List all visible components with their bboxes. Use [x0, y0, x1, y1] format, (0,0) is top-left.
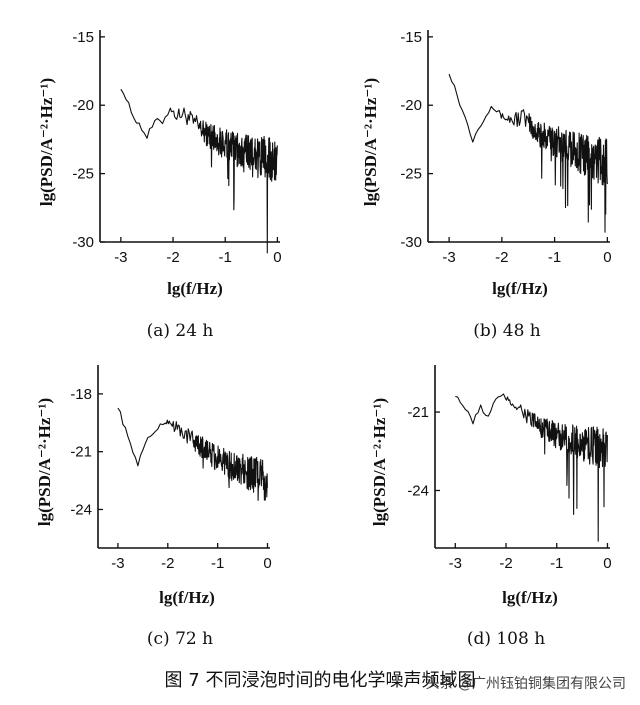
x-tick-label: 0 [273, 249, 281, 266]
psd-series-line [120, 88, 278, 254]
panel-b-ylabel: lg(PSD/A⁻²·Hz⁻¹) [361, 78, 380, 206]
panel-d: -21-24-3 -2 -1 0 lg(f/Hz) lg(PSD/A⁻²·Hz⁻¹) … [370, 365, 612, 649]
x-tick-label: 0 [603, 249, 611, 266]
x-tick-label: -3 [442, 249, 455, 266]
panel-c: -18 -21 -24 -3 -2 -1 0 lg(f/Hz) lg(PSD/A⁻²·Hz⁻… [35, 365, 272, 649]
psd-series-line [448, 73, 608, 233]
panel-b-ticks: -15 -20 -25 -30 -3 -2 -1 0 [400, 29, 611, 266]
y-tick-label: -21 [407, 404, 429, 421]
panel-a-series [120, 88, 278, 254]
x-tick-label: -2 [166, 249, 179, 266]
panel-c-ticks: -18 -21 -24 -3 -2 -1 0 [70, 386, 271, 572]
y-tick-label: -20 [72, 97, 94, 114]
panel-d-label: (d) 108 h [467, 629, 545, 649]
panel-a-ticks: -15 -20 -25 -30 -3 -2 -1 0 [72, 29, 281, 266]
x-tick-label: -3 [449, 555, 462, 572]
y-tick-label: -24 [70, 501, 92, 518]
y-tick-label: -15 [400, 29, 422, 46]
y-tick-label: -30 [400, 234, 422, 251]
x-tick-label: -1 [550, 555, 563, 572]
panel-c-label: (c) 72 h [147, 629, 213, 649]
panel-b-axes [427, 30, 610, 243]
y-tick-label: -20 [400, 97, 422, 114]
panel-c-ylabel: lg(PSD/A⁻²·Hz⁻¹) [35, 398, 54, 526]
panel-d-ylabel: lg(PSD/A⁻²·Hz⁻¹) [370, 398, 389, 526]
x-tick-label: -2 [161, 555, 174, 572]
figure-caption: 图 7 不同浸泡时间的电化学噪声频域图 [165, 670, 476, 691]
y-tick-label: -25 [72, 166, 94, 183]
panel-c-axes [97, 365, 270, 549]
watermark-text: 头条 @广州钰铂铜集团有限公司 [426, 675, 626, 692]
panel-c-series [117, 407, 268, 501]
y-tick-label: -30 [72, 234, 94, 251]
psd-series-line [117, 407, 268, 501]
panel-b-label: (b) 48 h [473, 321, 541, 341]
y-tick-label: -25 [400, 166, 422, 183]
panel-a-axes [99, 30, 280, 243]
y-tick-label: -24 [407, 482, 429, 499]
y-tick-label: -15 [72, 29, 94, 46]
x-tick-label: 0 [603, 555, 611, 572]
panel-b: -15 -20 -25 -30 -3 -2 -1 0 lg(f/Hz) lg(PSD/A⁻²·… [361, 29, 612, 341]
psd-series-line [455, 393, 608, 542]
panel-a-ylabel: lg(PSD/A⁻²·Hz⁻¹) [37, 78, 56, 206]
panel-d-series [455, 393, 608, 542]
x-tick-label: -2 [495, 249, 508, 266]
panel-a-xlabel: lg(f/Hz) [167, 279, 223, 298]
panel-d-xlabel: lg(f/Hz) [502, 588, 558, 607]
y-tick-label: -21 [70, 444, 92, 461]
x-tick-label: -1 [211, 555, 224, 572]
x-tick-label: -1 [219, 249, 232, 266]
panel-a: -15 -20 -25 -30 -3 -2 -1 0 lg(f/Hz) lg(PSD/A⁻²·… [37, 29, 282, 341]
x-tick-label: -1 [548, 249, 561, 266]
x-tick-label: 0 [263, 555, 271, 572]
panel-b-xlabel: lg(f/Hz) [492, 279, 548, 298]
y-tick-label: -18 [70, 386, 92, 403]
panel-a-label: (a) 24 h [147, 321, 214, 341]
panel-b-series [448, 73, 608, 233]
x-tick-label: -3 [111, 555, 124, 572]
x-tick-label: -2 [499, 555, 512, 572]
panel-c-xlabel: lg(f/Hz) [159, 588, 215, 607]
panel-d-ticks: -21 -24 -3 -2 -1 0 [407, 404, 611, 572]
panel-d-axes [434, 365, 610, 549]
x-tick-label: -3 [114, 249, 127, 266]
